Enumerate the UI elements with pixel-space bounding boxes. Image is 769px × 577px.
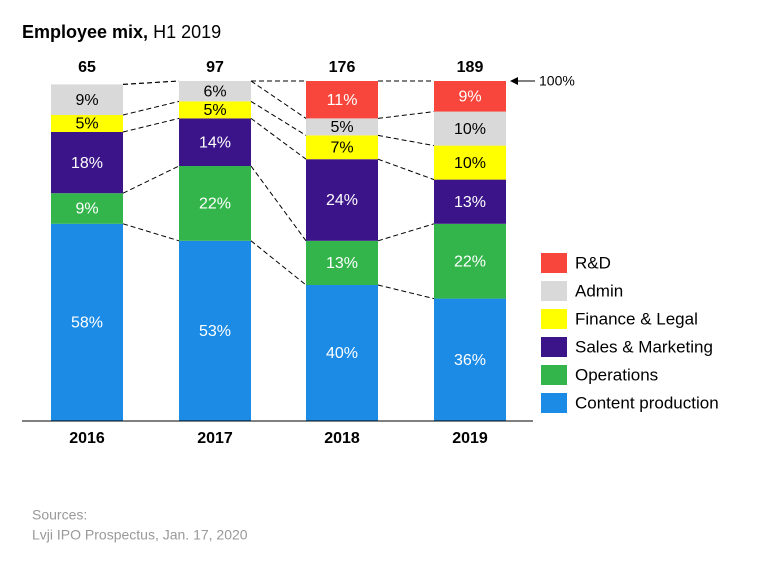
data-label: 9% (75, 92, 98, 109)
legend-swatch (541, 281, 567, 301)
bar-segment (51, 223, 123, 421)
bar-segment (434, 111, 506, 146)
legend-label: Content production (575, 393, 719, 412)
bar-segment (306, 81, 378, 119)
total-label: 189 (457, 59, 484, 76)
data-label: 13% (326, 255, 358, 272)
connector (377, 284, 435, 300)
connector (377, 134, 435, 147)
bar-segment (51, 84, 123, 115)
source-label: Sources: (32, 507, 87, 523)
total-label: 176 (329, 59, 356, 76)
data-label: 14% (199, 134, 231, 151)
data-label: 5% (330, 119, 353, 136)
category-label: 2016 (69, 430, 105, 447)
total-label: 65 (78, 59, 96, 76)
data-label: 22% (199, 196, 231, 213)
legend-swatch (541, 309, 567, 329)
subtitle: H1 2019 (153, 22, 221, 42)
chart-title: Employee mix, H1 2019 (22, 22, 221, 42)
bar-segment (179, 118, 251, 166)
data-label: 9% (75, 201, 98, 218)
data-label: 11% (327, 92, 358, 109)
category-label: 2017 (197, 430, 233, 447)
bar-segment (306, 285, 378, 421)
data-label: 40% (326, 345, 358, 362)
connector (250, 80, 307, 119)
legend-swatch (541, 393, 567, 413)
connector (122, 165, 180, 194)
data-label: 24% (326, 192, 358, 209)
data-label: 10% (454, 121, 486, 138)
total-label: 97 (206, 59, 224, 76)
bar-segment (306, 240, 378, 285)
data-label: 18% (71, 155, 103, 172)
connector (250, 165, 307, 242)
bar-segment (179, 240, 251, 421)
data-label: 7% (330, 140, 353, 157)
data-label: 13% (454, 194, 486, 211)
data-label: 53% (199, 323, 231, 340)
connector (122, 117, 180, 133)
bar-segment (434, 145, 506, 180)
legend-swatch (541, 337, 567, 357)
connector (122, 223, 180, 242)
bar-segment (51, 132, 123, 194)
connector (122, 100, 180, 116)
category-label: 2018 (324, 430, 360, 447)
bar-segment (306, 159, 378, 241)
connector (250, 117, 307, 160)
connector (377, 158, 435, 181)
connector (377, 223, 435, 242)
title: Employee mix, (22, 22, 148, 42)
bar-segment (306, 118, 378, 136)
data-label: 6% (203, 83, 226, 100)
legend-label: Finance & Legal (575, 309, 698, 328)
data-label: 10% (454, 155, 486, 172)
data-label: 36% (454, 352, 486, 369)
connector (377, 111, 435, 119)
annotation-arrowhead (510, 77, 518, 85)
bar-segment (179, 166, 251, 241)
bar-segment (434, 298, 506, 421)
annotation: 100% (539, 73, 575, 89)
legend-swatch (541, 365, 567, 385)
source-text: Lvji IPO Prospectus, Jan. 17, 2020 (32, 527, 248, 543)
data-label: 22% (454, 253, 486, 270)
bar-segment (179, 101, 251, 119)
bar-segment (51, 193, 123, 224)
connector (250, 240, 307, 286)
legend-label: Admin (575, 281, 623, 300)
legend-label: Operations (575, 365, 658, 384)
connector (250, 100, 307, 136)
category-label: 2019 (452, 430, 488, 447)
bar-segment (179, 81, 251, 102)
bar-segment (306, 135, 378, 160)
data-label: 5% (203, 102, 226, 119)
data-label: 5% (75, 116, 98, 133)
connector (122, 80, 180, 85)
bar-segment (434, 223, 506, 299)
bar-segment (51, 115, 123, 132)
data-label: 58% (71, 315, 103, 332)
legend-label: Sales & Marketing (575, 337, 713, 356)
bar-segment (434, 81, 506, 112)
bar-segment (434, 179, 506, 224)
legend-swatch (541, 253, 567, 273)
legend-label: R&D (575, 253, 611, 272)
data-label: 9% (458, 89, 481, 106)
